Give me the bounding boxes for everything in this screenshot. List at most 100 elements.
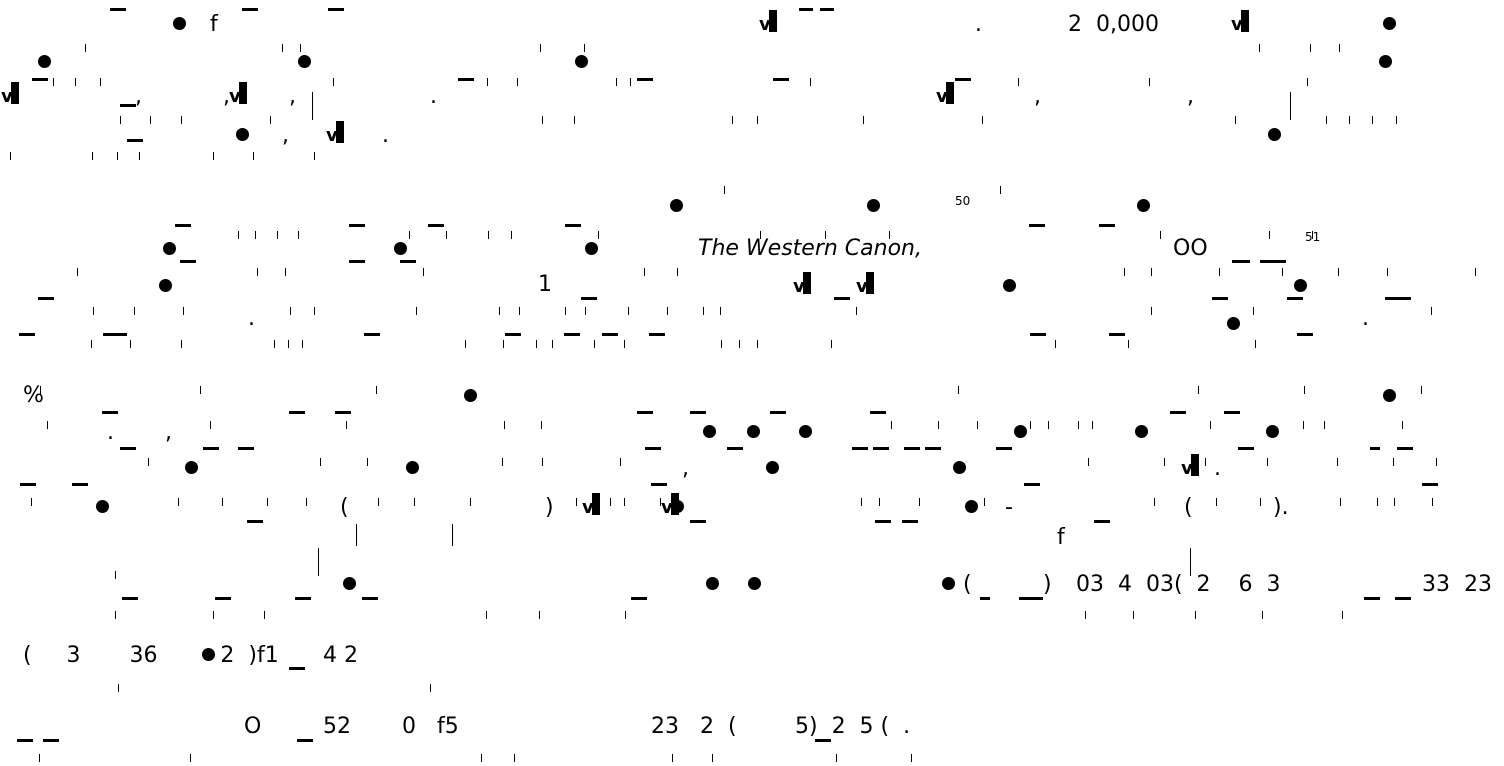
glyph-mark-tick [542, 116, 543, 124]
glyph-mark-tick [825, 231, 826, 239]
glyph-mark-dash [690, 411, 706, 414]
glyph-mark-tick [610, 498, 611, 506]
glyph-mark-dash [428, 224, 444, 227]
glyph-mark-tick [118, 684, 119, 692]
glyph-mark-tick [1048, 421, 1049, 429]
glyph-mark-tick [542, 458, 543, 466]
glyph-mark-dash [297, 739, 313, 742]
glyph-mark-tick [290, 307, 291, 315]
glyph-mark-dash [1422, 483, 1438, 486]
glyph-mark-bar [318, 548, 319, 576]
glyph-mark-dash [1395, 597, 1411, 600]
glyph-mark-tick [1000, 186, 1001, 194]
glyph-mark-dash [1385, 297, 1411, 300]
filled-glyph-mark [867, 199, 880, 212]
glyph-mark-tick [620, 458, 621, 466]
glyph-mark-tick [1195, 611, 1196, 619]
glyph-mark-dash [870, 411, 886, 414]
filled-glyph-mark [1294, 279, 1307, 292]
glyph-mark-tick [1393, 458, 1394, 466]
glyph-mark-tick [1219, 268, 1220, 276]
glyph-mark-tick [644, 268, 645, 276]
glyph-mark-tick [1260, 498, 1261, 506]
glyph-mark-dash [238, 447, 254, 450]
glyph-mark-tick [416, 307, 417, 315]
filled-glyph-mark [1135, 425, 1148, 438]
glyph-mark-tick [624, 498, 625, 506]
text-fragment: ( [1184, 495, 1193, 520]
glyph-mark-tick [739, 340, 740, 348]
glyph-mark-tick [277, 231, 278, 239]
glyph-mark-tick [1372, 116, 1373, 124]
glyph-mark-tick [409, 231, 410, 239]
glyph-mark-dash [1029, 224, 1045, 227]
glyph-mark-tick [1018, 78, 1019, 86]
glyph-mark-tick [1338, 268, 1339, 276]
glyph-mark-tick [1133, 611, 1134, 619]
text-fragment: - [1005, 495, 1013, 520]
filled-glyph-mark [38, 55, 51, 68]
glyph-mark-tick [1085, 611, 1086, 619]
glyph-mark-tick [264, 611, 265, 619]
text-fragment: , [1034, 84, 1041, 109]
glyph-mark-tick [285, 268, 286, 276]
glyph-mark-tick [1432, 498, 1433, 506]
glyph-mark-tick [984, 498, 985, 506]
glyph-mark-tick [938, 421, 939, 429]
text-fragment: % [23, 383, 44, 408]
text-fragment: , [223, 84, 230, 109]
text-fragment: , [682, 456, 689, 481]
glyph-mark-tick [178, 498, 179, 506]
filled-glyph-mark [1266, 425, 1279, 438]
glyph-mark-tick [120, 116, 121, 124]
glyph-mark-dash [43, 739, 59, 742]
filled-glyph-mark [96, 500, 109, 513]
glyph-mark-dash [770, 411, 786, 414]
glyph-mark-dash [1397, 447, 1413, 450]
text-fragment: , [165, 420, 172, 445]
glyph-mark-tick [1304, 386, 1305, 394]
glyph-mark-tick [213, 152, 214, 160]
glyph-mark-tick [200, 386, 201, 394]
glyph-mark-dash [631, 597, 647, 600]
glyph-mark-tick [502, 458, 503, 466]
text-fragment: . [1362, 306, 1369, 331]
glyph-mark-tick [503, 340, 504, 348]
glyph-mark-dash [875, 520, 891, 523]
glyph-mark-tick [703, 307, 704, 315]
glyph-mark-tick [1210, 421, 1211, 429]
filled-glyph-mark [1014, 425, 1027, 438]
glyph-mark-dash [637, 78, 653, 81]
glyph-mark-tick [148, 458, 149, 466]
footnote-ref: 51 [1305, 230, 1321, 244]
glyph-mark-tick [210, 421, 211, 429]
glyph-mark-dash [955, 78, 971, 81]
glyph-mark-tick [712, 754, 713, 762]
glyph-mark-dash [72, 483, 88, 486]
glyph-mark-dash [1287, 297, 1303, 300]
glyph-mark-tick [1124, 268, 1125, 276]
glyph-mark-tick [183, 307, 184, 315]
glyph-mark-dash [362, 597, 378, 600]
glyph-mark-dash [335, 411, 351, 414]
glyph-mark-tick [539, 611, 540, 619]
glyph-mark-tick [190, 754, 191, 762]
glyph-mark-tick [75, 78, 76, 86]
glyph-mark-tick [1377, 498, 1378, 506]
glyph-mark-dash [1224, 411, 1240, 414]
glyph-mark-tick [519, 307, 520, 315]
glyph-mark-tick [1310, 44, 1311, 52]
glyph-mark-tick [757, 116, 758, 124]
glyph-mark-dash [203, 447, 219, 450]
glyph-mark-tick [181, 340, 182, 348]
glyph-mark-tick [1282, 268, 1283, 276]
glyph-mark-tick [1151, 268, 1152, 276]
glyph-mark-tick [1216, 498, 1217, 506]
glyph-mark-dash [120, 104, 136, 107]
glyph-mark-dash [458, 78, 474, 81]
text-fragment: 2 0,000 [1068, 12, 1159, 37]
glyph-mark-tick [10, 152, 11, 160]
glyph-mark-tick [255, 231, 256, 239]
glyph-mark-tick [150, 116, 151, 124]
